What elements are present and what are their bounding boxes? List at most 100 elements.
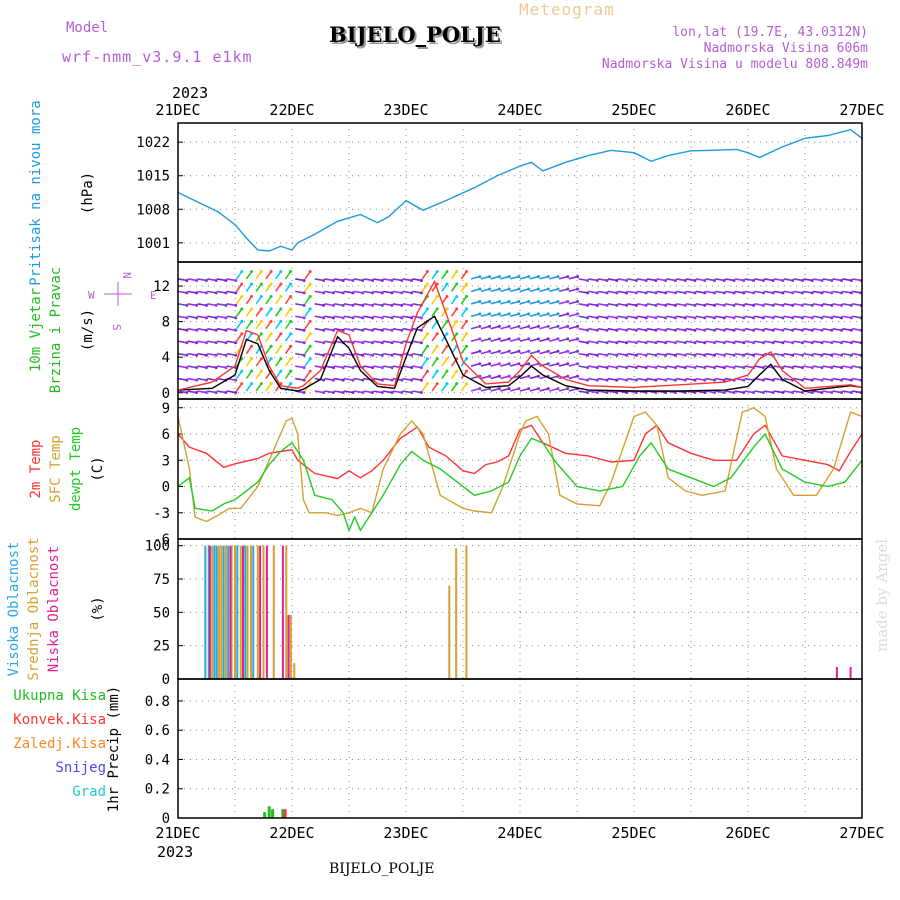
wind-arrow-head	[761, 303, 765, 307]
wind-arrow-head	[279, 294, 283, 298]
wind-arrow	[842, 352, 852, 356]
model-elevation-text: Nadmorska Visina u modelu 808.849m	[601, 57, 868, 72]
wind-arrow-head	[527, 349, 531, 353]
wind-arrow	[666, 340, 676, 344]
wind-arrow-head	[240, 332, 244, 336]
wind-arrow	[764, 340, 774, 344]
wind-arrow-head	[644, 328, 648, 332]
wind-arrow-head	[732, 391, 736, 395]
wind-arrow-head	[761, 278, 765, 282]
wind-arrow-head	[634, 366, 638, 370]
wind-arrow-head	[322, 353, 326, 357]
wind-arrow	[529, 387, 539, 392]
wind-arrow	[842, 365, 852, 369]
wind-arrow	[558, 325, 568, 330]
wind-arrow-head	[351, 316, 355, 320]
wind-arrow-head	[279, 282, 283, 286]
wind-arrow-head	[308, 344, 312, 348]
wind-arrow-head	[595, 303, 599, 307]
wind-arrow-head	[615, 316, 619, 320]
wind-arrow	[734, 390, 744, 394]
wind-arrow-head	[361, 378, 365, 382]
wind-arrow-head	[425, 332, 429, 336]
wind-arrow	[627, 327, 637, 332]
wind-arrow-head	[800, 378, 804, 382]
wind-arrow-head	[576, 275, 580, 279]
wind-arrow	[235, 295, 243, 305]
wind-arrow-head	[546, 349, 550, 353]
wind-arrow-head	[269, 282, 273, 286]
wind-arrow-head	[576, 349, 580, 353]
y-tick-label: 0	[162, 672, 170, 688]
wind-arrow-head	[556, 312, 560, 316]
wind-arrow	[852, 278, 862, 282]
wind-arrow-head	[517, 387, 521, 391]
y-tick-label: 9	[162, 401, 170, 417]
wind-arrow-head	[673, 391, 677, 395]
series-line	[178, 424, 862, 480]
wind-arrow-head	[341, 278, 345, 282]
wind-arrow-head	[683, 291, 687, 295]
wind-arrow	[421, 320, 429, 330]
panel-axis-label: 10m Vjetar	[28, 288, 44, 372]
wind-arrow-head	[693, 328, 697, 332]
wind-arrow	[725, 290, 735, 294]
wind-arrow	[646, 377, 657, 381]
wind-arrow	[235, 320, 243, 330]
wind-arrow-head	[185, 316, 189, 320]
panel-frame	[177, 122, 863, 263]
series-line	[178, 279, 862, 391]
wind-arrow-head	[654, 341, 658, 345]
wind-arrow-head	[527, 337, 531, 341]
wind-arrow-head	[800, 391, 804, 395]
panel-marks	[263, 806, 287, 818]
wind-arrow	[187, 352, 197, 356]
wind-arrow-head	[289, 282, 293, 286]
wind-arrow	[685, 327, 696, 332]
y-tick-label: 0	[162, 386, 170, 402]
wind-arrow	[245, 383, 253, 392]
bottom-year-label: 2023	[157, 843, 193, 861]
wind-arrow-head	[644, 366, 648, 370]
wind-arrow-head	[546, 362, 550, 366]
wind-arrow-head	[761, 378, 765, 382]
wind-arrow	[754, 365, 764, 369]
wind-arrow-head	[752, 316, 756, 320]
wind-arrow	[734, 352, 744, 356]
wind-arrow	[216, 290, 227, 294]
wind-arrow-head	[742, 328, 746, 332]
wind-arrow	[617, 352, 627, 356]
wind-arrow-head	[634, 303, 638, 307]
precip-legend-entry: Ukupna Kisa	[13, 688, 106, 704]
wind-arrow-head	[527, 374, 531, 378]
y-tick-label: 4	[162, 350, 170, 366]
wind-arrow-head	[742, 291, 746, 295]
wind-arrow-head	[576, 337, 580, 341]
wind-arrow-head	[732, 316, 736, 320]
wind-arrow-head	[517, 299, 521, 303]
wind-arrow-head	[634, 391, 638, 395]
wind-arrow	[187, 315, 197, 319]
bottom-date-label: 23DEC	[383, 824, 428, 842]
wind-arrow-head	[615, 366, 619, 370]
wind-arrow	[695, 365, 705, 369]
wind-arrow	[656, 352, 666, 356]
wind-arrow-head	[507, 312, 511, 316]
wind-arrow-head	[259, 357, 263, 361]
y-tick-label: 0.2	[145, 782, 170, 798]
wind-arrow-head	[742, 316, 746, 320]
wind-arrow	[842, 278, 852, 282]
wind-arrow	[245, 295, 253, 305]
series-bar	[211, 545, 214, 679]
y-tick-label: 6	[162, 427, 170, 443]
precip-legend-entry: Grad	[72, 784, 106, 800]
wind-arrow	[852, 303, 862, 307]
wind-arrow	[226, 278, 236, 282]
wind-arrow-head	[224, 278, 228, 282]
wind-arrow	[529, 275, 539, 280]
wind-arrow	[235, 308, 243, 317]
wind-arrow-head	[742, 341, 746, 345]
wind-arrow	[539, 387, 549, 392]
wind-arrow-head	[308, 282, 312, 286]
wind-arrow-head	[810, 316, 814, 320]
